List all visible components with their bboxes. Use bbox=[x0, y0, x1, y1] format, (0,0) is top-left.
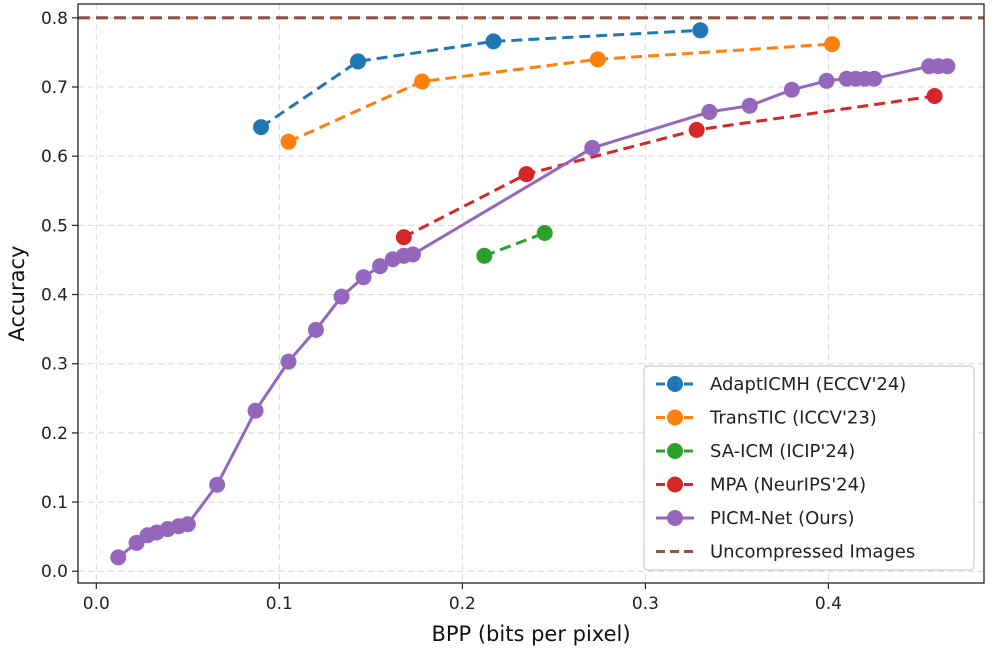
series-3-point bbox=[688, 121, 705, 138]
legend-label: SA-ICM (ICIP'24) bbox=[710, 441, 855, 462]
series-4-point bbox=[333, 288, 350, 305]
legend-label: AdaptICMH (ECCV'24) bbox=[710, 374, 906, 395]
series-3-point bbox=[518, 166, 535, 183]
series-2-point bbox=[536, 224, 553, 241]
series-4-point bbox=[307, 321, 324, 338]
legend-box bbox=[643, 365, 975, 571]
legend-label: TransTIC (ICCV'23) bbox=[709, 408, 877, 429]
legend-label: PICM-Net (Ours) bbox=[710, 508, 854, 529]
series-4-point bbox=[355, 269, 372, 286]
x-tick-label: 0.4 bbox=[815, 594, 842, 614]
series-0-line bbox=[260, 28, 701, 129]
series-1-line bbox=[287, 42, 833, 144]
x-axis-label: BPP (bits per pixel) bbox=[431, 622, 630, 646]
legend-marker bbox=[667, 510, 683, 526]
series-4-point bbox=[247, 402, 264, 419]
series-1-point bbox=[414, 73, 431, 90]
series-4-point bbox=[179, 516, 196, 533]
y-tick-label: 0.8 bbox=[41, 9, 68, 29]
series-2-line bbox=[483, 231, 546, 258]
legend-label: Uncompressed Images bbox=[710, 542, 915, 563]
series-4-point bbox=[280, 353, 297, 370]
series-4-point bbox=[701, 103, 718, 120]
series-4-point bbox=[939, 58, 956, 75]
series-group bbox=[78, 16, 984, 566]
x-tick-label: 0.0 bbox=[83, 594, 110, 614]
series-4-point bbox=[372, 258, 388, 275]
series-0-point bbox=[692, 22, 709, 39]
series-4-point bbox=[741, 97, 758, 114]
x-tick-label: 0.1 bbox=[266, 594, 293, 614]
legend-marker bbox=[667, 476, 683, 493]
series-4-point bbox=[866, 70, 883, 87]
y-tick-label: 0.0 bbox=[41, 562, 68, 582]
series-1-point bbox=[824, 36, 841, 53]
y-tick-label: 0.2 bbox=[41, 424, 68, 444]
legend-marker bbox=[667, 443, 683, 459]
series-1-point bbox=[589, 51, 606, 68]
series-4-point bbox=[783, 81, 800, 98]
y-tick-label: 0.4 bbox=[41, 286, 68, 306]
series-4-point bbox=[404, 246, 421, 263]
series-4-point bbox=[818, 72, 835, 89]
y-tick-label: 0.7 bbox=[41, 78, 68, 98]
series-1-point bbox=[280, 133, 297, 150]
series-4-point bbox=[584, 139, 601, 156]
y-axis-label: Accuracy bbox=[5, 246, 29, 342]
x-tick-label: 0.2 bbox=[449, 594, 476, 614]
legend-label: MPA (NeurIPS'24) bbox=[710, 475, 866, 496]
series-3-point bbox=[395, 229, 412, 246]
legend-marker bbox=[667, 409, 683, 426]
series-2-point bbox=[476, 247, 493, 264]
legend-marker bbox=[667, 376, 683, 392]
y-tick-label: 0.1 bbox=[41, 493, 68, 513]
series-0-point bbox=[253, 119, 270, 136]
series-0-point bbox=[485, 33, 502, 50]
y-tick-label: 0.6 bbox=[41, 147, 68, 167]
y-tick-label: 0.5 bbox=[41, 216, 68, 236]
x-tick-label: 0.3 bbox=[632, 594, 659, 614]
axis-ticks: 0.0 0.1 0.2 0.3 0.4 0.0 0.1 0.2 0.3 0.4 0.5 0.6 0.7 0… bbox=[41, 9, 842, 614]
legend: AdaptICMH (ECCV'24) TransTIC (ICCV'23) SA-… bbox=[643, 365, 975, 571]
series-0-point bbox=[350, 53, 367, 70]
series-4-point bbox=[209, 476, 226, 493]
plot-frame bbox=[77, 3, 985, 584]
series-3-point bbox=[926, 88, 943, 105]
series-3-line bbox=[403, 94, 935, 239]
series-4-point bbox=[110, 549, 127, 566]
y-tick-label: 0.3 bbox=[41, 355, 68, 375]
